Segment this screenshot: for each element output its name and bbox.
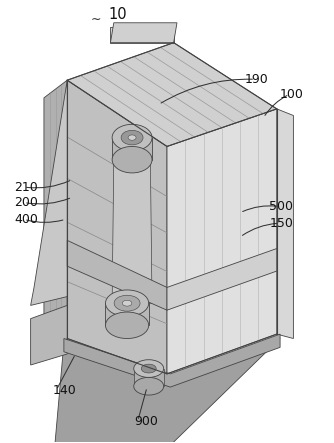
Polygon shape xyxy=(134,369,164,386)
Text: 190: 190 xyxy=(245,73,269,86)
Ellipse shape xyxy=(128,135,136,140)
Text: 200: 200 xyxy=(14,196,38,209)
Text: 140: 140 xyxy=(53,384,76,396)
Text: 500: 500 xyxy=(270,200,294,213)
Ellipse shape xyxy=(106,290,149,316)
Polygon shape xyxy=(67,80,167,374)
Text: 900: 900 xyxy=(134,415,158,427)
Ellipse shape xyxy=(134,377,164,395)
Text: 100: 100 xyxy=(280,88,303,101)
Text: ∼: ∼ xyxy=(91,12,101,25)
Polygon shape xyxy=(111,23,177,43)
Ellipse shape xyxy=(112,147,152,173)
Text: 400: 400 xyxy=(14,213,38,226)
Polygon shape xyxy=(44,80,67,356)
Polygon shape xyxy=(167,109,277,374)
Polygon shape xyxy=(67,241,167,310)
Text: 10: 10 xyxy=(109,7,127,22)
Polygon shape xyxy=(67,43,277,147)
Polygon shape xyxy=(111,27,174,43)
Polygon shape xyxy=(106,303,149,325)
Ellipse shape xyxy=(134,360,164,377)
Polygon shape xyxy=(31,80,67,305)
Ellipse shape xyxy=(106,312,149,338)
Ellipse shape xyxy=(112,124,152,151)
Ellipse shape xyxy=(122,300,132,306)
Polygon shape xyxy=(112,138,152,159)
Ellipse shape xyxy=(121,130,143,145)
Text: 150: 150 xyxy=(270,217,293,230)
Polygon shape xyxy=(167,249,277,310)
Text: 210: 210 xyxy=(14,181,38,194)
Polygon shape xyxy=(44,338,280,443)
Polygon shape xyxy=(277,109,293,338)
Ellipse shape xyxy=(141,364,156,373)
Polygon shape xyxy=(112,159,152,303)
Ellipse shape xyxy=(114,295,140,311)
Polygon shape xyxy=(31,305,67,365)
Polygon shape xyxy=(64,334,280,387)
